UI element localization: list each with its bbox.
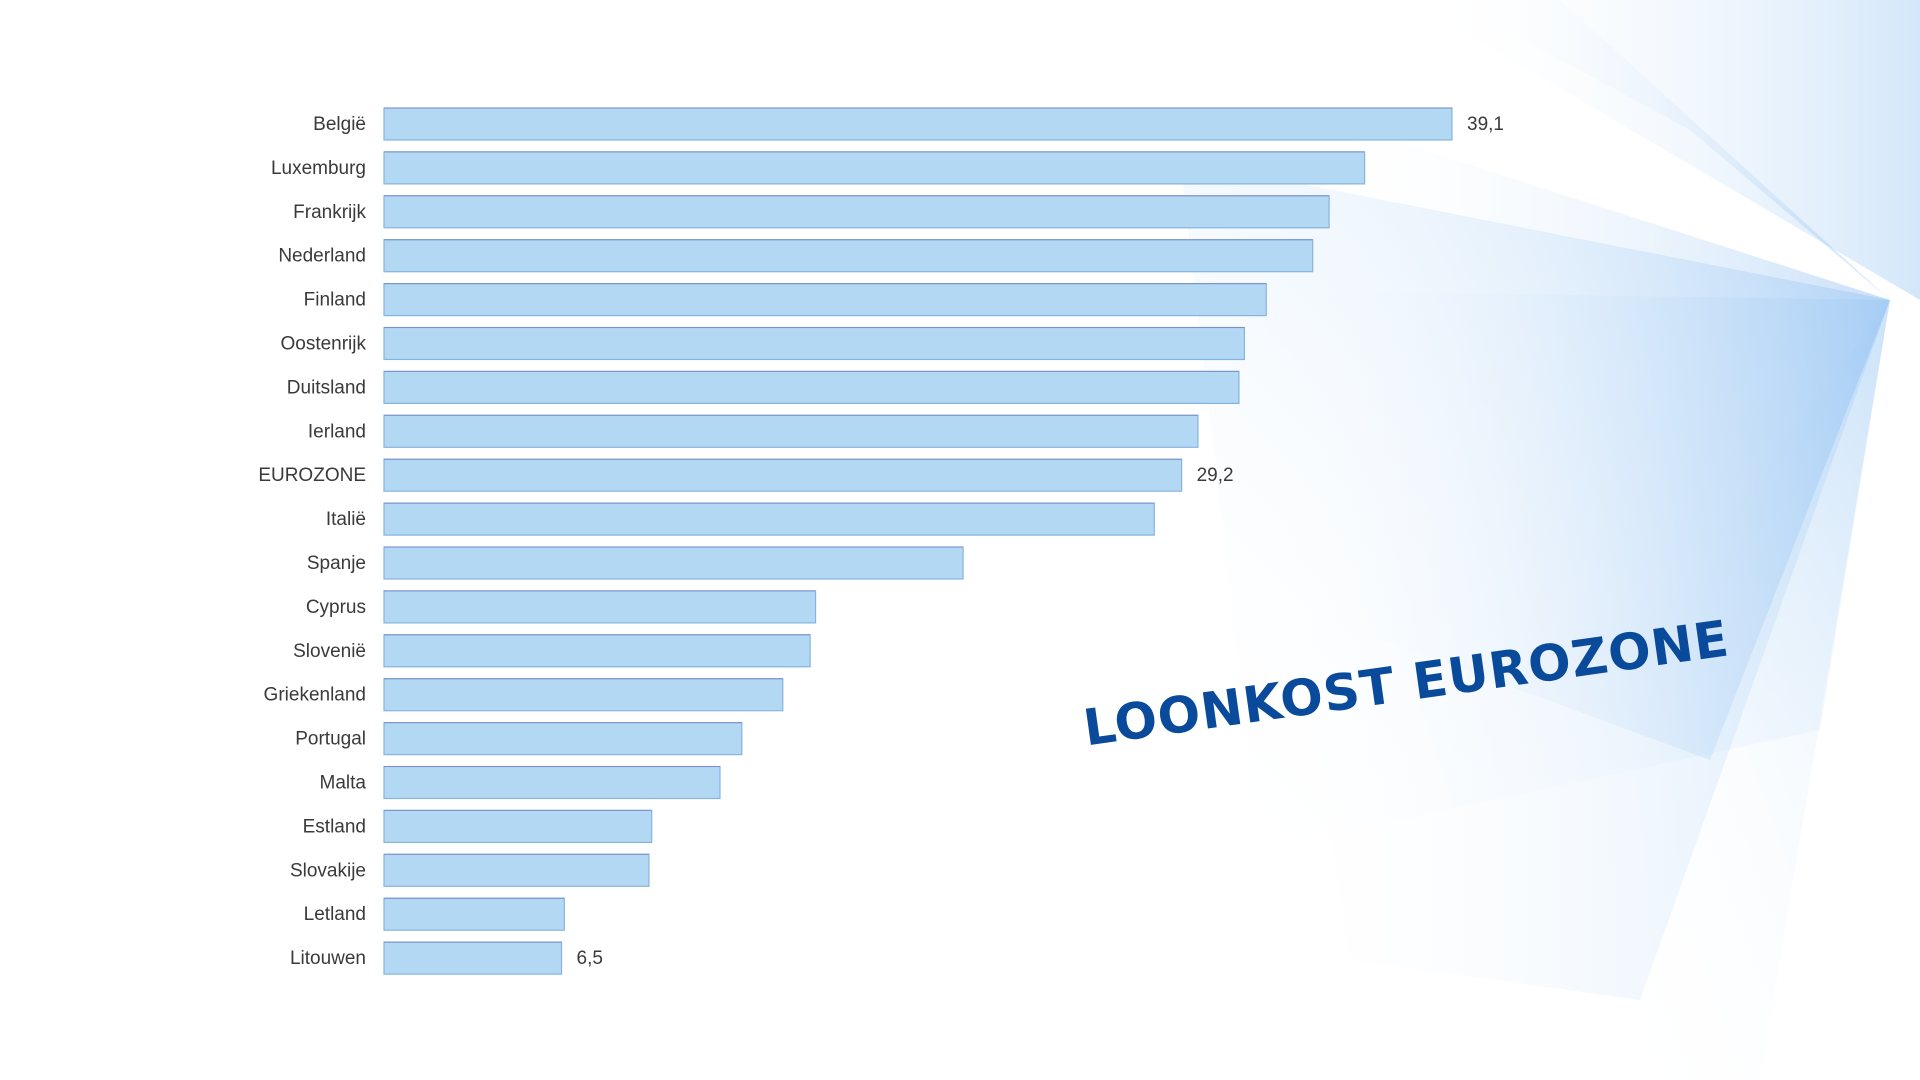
value-label-0: 39,1 xyxy=(1467,114,1504,135)
decor-facet xyxy=(1600,300,1890,1080)
category-label-12: Slovenië xyxy=(293,641,366,662)
category-label-16: Estland xyxy=(303,816,366,837)
bar-6 xyxy=(383,370,1240,404)
labels-layer: België 39,1 Luxemburg Frankrijk Nederland Fin… xyxy=(258,114,1504,969)
bar-12 xyxy=(383,634,811,668)
category-label-9: Italië xyxy=(326,509,366,530)
category-label-0: België xyxy=(313,114,366,135)
bar-10 xyxy=(383,546,964,580)
bar-4 xyxy=(383,283,1267,317)
bar-2 xyxy=(383,195,1330,229)
category-label-3: Nederland xyxy=(278,246,366,267)
bar-13 xyxy=(383,678,784,712)
category-label-18: Letland xyxy=(304,904,366,925)
category-label-8: EUROZONE xyxy=(258,465,366,486)
value-label-8: 29,2 xyxy=(1197,465,1234,486)
bar-7 xyxy=(383,414,1199,448)
category-label-17: Slovakije xyxy=(290,860,366,881)
category-label-2: Frankrijk xyxy=(293,202,366,223)
bar-17 xyxy=(383,853,650,887)
value-label-19: 6,5 xyxy=(577,948,603,969)
category-label-10: Spanje xyxy=(307,553,366,574)
bar-1 xyxy=(383,151,1366,185)
category-label-19: Litouwen xyxy=(290,948,366,969)
bar-0 xyxy=(383,107,1453,141)
decor-facet xyxy=(1410,0,1920,300)
bar-15 xyxy=(383,765,721,800)
bar-18 xyxy=(383,897,565,931)
bar-19 xyxy=(383,941,563,975)
bar-11 xyxy=(383,590,817,624)
category-label-14: Portugal xyxy=(295,729,366,750)
bar-14 xyxy=(383,721,743,756)
category-label-6: Duitsland xyxy=(287,377,366,398)
bar-3 xyxy=(383,239,1314,273)
bar-5 xyxy=(383,326,1246,361)
decor-facet xyxy=(1240,290,1890,1000)
category-label-13: Griekenland xyxy=(264,685,366,706)
bars-layer xyxy=(383,107,1453,975)
category-label-11: Cyprus xyxy=(306,597,366,618)
bar-8 xyxy=(383,458,1183,492)
category-label-1: Luxemburg xyxy=(271,158,366,179)
bar-16 xyxy=(383,809,653,844)
category-label-5: Oostenrijk xyxy=(280,334,366,355)
category-label-4: Finland xyxy=(304,290,366,311)
category-label-7: Ierland xyxy=(308,421,366,442)
bar-9 xyxy=(383,502,1155,536)
category-label-15: Malta xyxy=(320,773,367,794)
